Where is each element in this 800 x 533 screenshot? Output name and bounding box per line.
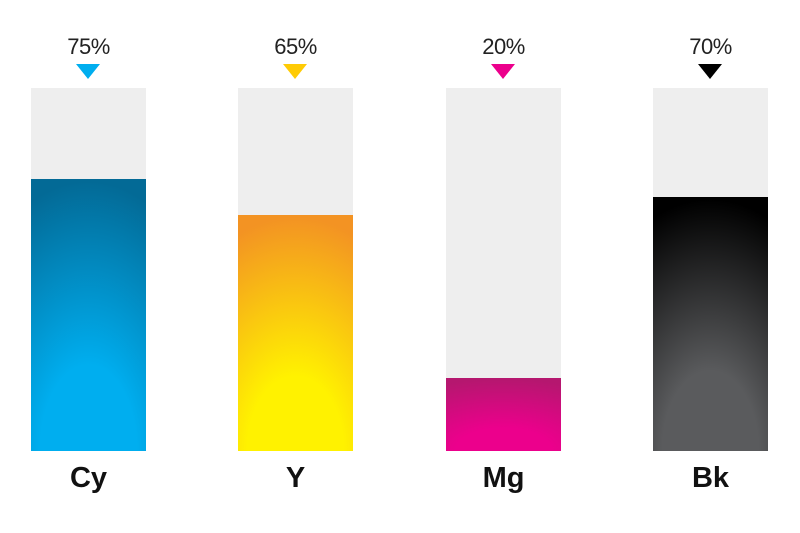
gauge-y: 65% Y bbox=[238, 0, 353, 533]
gauge-bk: 70% Bk bbox=[653, 0, 768, 533]
level-marker-icon bbox=[76, 64, 100, 79]
value-label: 65% bbox=[274, 34, 317, 59]
gauge-cy: 75% Cy bbox=[31, 0, 146, 533]
gauge-fill bbox=[238, 215, 353, 451]
gauge-fill bbox=[31, 178, 146, 451]
value-label: 70% bbox=[689, 34, 732, 59]
gauge-mg: 20% Mg bbox=[446, 0, 561, 533]
value-label: 20% bbox=[482, 34, 525, 59]
gauge-fill bbox=[653, 196, 768, 451]
category-label: Y bbox=[285, 462, 306, 494]
level-marker-icon bbox=[698, 64, 722, 79]
gauge-track bbox=[31, 88, 146, 451]
gauge-track bbox=[653, 88, 768, 451]
gauge-fill bbox=[446, 378, 561, 451]
value-label: 75% bbox=[67, 34, 110, 59]
category-label: Bk bbox=[691, 462, 730, 494]
category-label: Cy bbox=[69, 462, 108, 494]
gauge-track bbox=[446, 88, 561, 451]
gauge-track bbox=[238, 88, 353, 451]
level-marker-icon bbox=[283, 64, 307, 79]
category-label: Mg bbox=[482, 462, 525, 494]
level-marker-icon bbox=[491, 64, 515, 79]
